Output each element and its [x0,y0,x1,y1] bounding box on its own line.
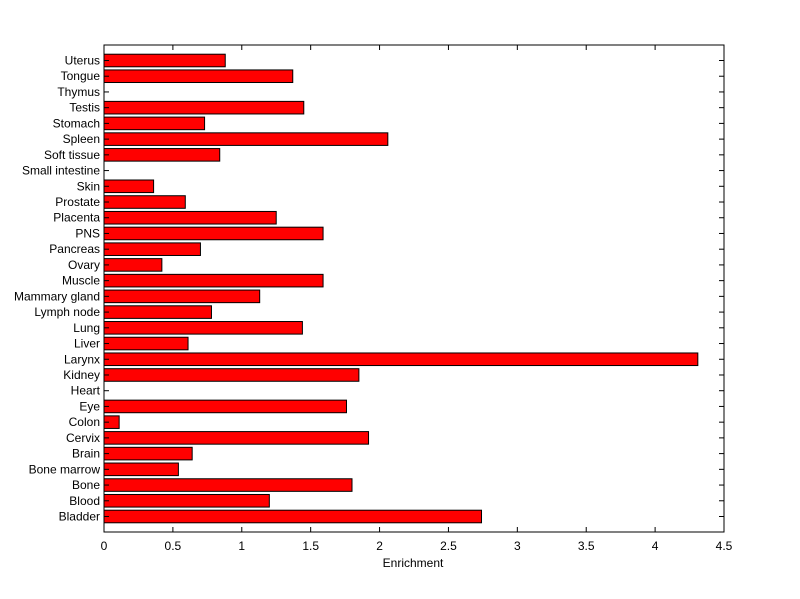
bar-kidney [103,368,360,382]
category-label-small-intestine: Small intestine [22,164,100,178]
bar-pancreas [103,242,201,256]
bar-muscle [103,273,324,288]
ticks-group [103,45,725,532]
category-label-bladder: Bladder [59,510,100,524]
category-label-bone-marrow: Bone marrow [29,462,101,476]
bar-lymph-node [103,305,212,319]
bar-larynx [103,352,699,367]
category-label-ovary: Ovary [68,258,100,272]
x-tick-labels-group: 0 0.5 1 1.5 2 2.5 3 3.5 4 4.5 [101,539,733,553]
bar-tongue [103,69,294,84]
category-label-placenta: Placenta [53,211,100,225]
bar-mammary-gland [103,289,261,304]
category-label-bone: Bone [72,478,100,492]
x-tick-label: 2.5 [440,539,457,553]
x-tick-label: 3.5 [578,539,595,553]
category-label-lung: Lung [73,321,100,335]
bar-skin [103,179,155,194]
bar-stomach [103,116,206,131]
bar-bladder [103,509,483,524]
x-tick-label: 0.5 [165,539,182,553]
bar-placenta [103,210,277,225]
x-tick-label: 1.5 [302,539,319,553]
bar-spleen [103,132,389,146]
bar-liver [103,336,189,351]
bar-pns [103,226,324,241]
bars-group [103,53,699,524]
category-label-testis: Testis [69,101,100,115]
bar-blood [103,493,270,508]
category-label-eye: Eye [79,399,100,413]
bar-testis [103,100,305,115]
category-label-lymph-node: Lymph node [34,305,100,319]
bar-lung [103,321,303,335]
x-tick-label: 3 [514,539,521,553]
category-label-uterus: Uterus [65,54,100,68]
category-label-mammary-gland: Mammary gland [14,289,100,303]
x-axis-label: Enrichment [383,556,444,570]
category-label-tongue: Tongue [61,69,101,83]
category-label-colon: Colon [69,415,100,429]
x-tick-label: 1 [238,539,245,553]
category-label-thymus: Thymus [57,85,100,99]
bar-bone [103,478,353,492]
category-label-prostate: Prostate [55,195,100,209]
bar-eye [103,399,347,414]
category-label-cervix: Cervix [66,431,100,445]
category-label-blood: Blood [69,494,100,508]
category-label-kidney: Kidney [63,368,100,382]
x-tick-label: 2 [376,539,383,553]
category-label-heart: Heart [71,384,101,398]
plot-frame [103,44,725,533]
category-label-pns: PNS [75,226,100,240]
x-tick-label: 0 [101,539,108,553]
bar-cervix [103,431,370,445]
category-label-stomach: Stomach [53,116,100,130]
category-label-skin: Skin [77,179,100,193]
bar-uterus [103,53,226,68]
category-label-brain: Brain [72,447,100,461]
x-tick-label: 4.5 [716,539,733,553]
category-label-soft-tissue: Soft tissue [44,148,100,162]
plot-area [104,45,724,532]
category-label-spleen: Spleen [63,132,100,146]
category-label-liver: Liver [74,337,100,351]
x-tick-label: 4 [652,539,659,553]
bar-ovary [103,258,163,272]
bar-prostate [103,195,186,209]
bar-brain [103,446,193,461]
bar-soft-tissue [103,148,221,162]
category-label-pancreas: Pancreas [49,242,100,256]
category-label-larynx: Larynx [64,352,100,366]
bar-bone-marrow [103,462,179,477]
category-label-muscle: Muscle [62,274,100,288]
